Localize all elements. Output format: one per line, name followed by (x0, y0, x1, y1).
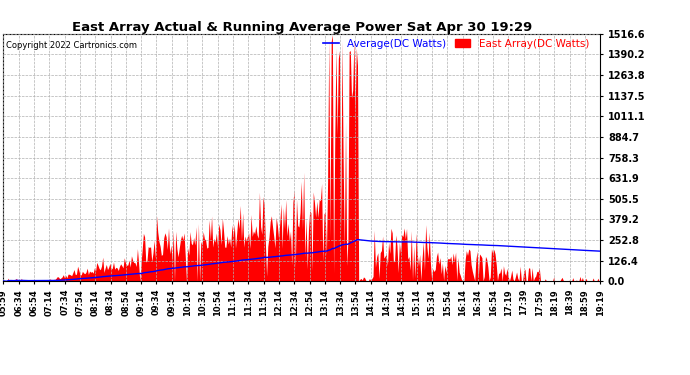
Text: Copyright 2022 Cartronics.com: Copyright 2022 Cartronics.com (6, 41, 137, 50)
Legend: Average(DC Watts), East Array(DC Watts): Average(DC Watts), East Array(DC Watts) (324, 39, 589, 49)
Title: East Array Actual & Running Average Power Sat Apr 30 19:29: East Array Actual & Running Average Powe… (72, 21, 532, 34)
